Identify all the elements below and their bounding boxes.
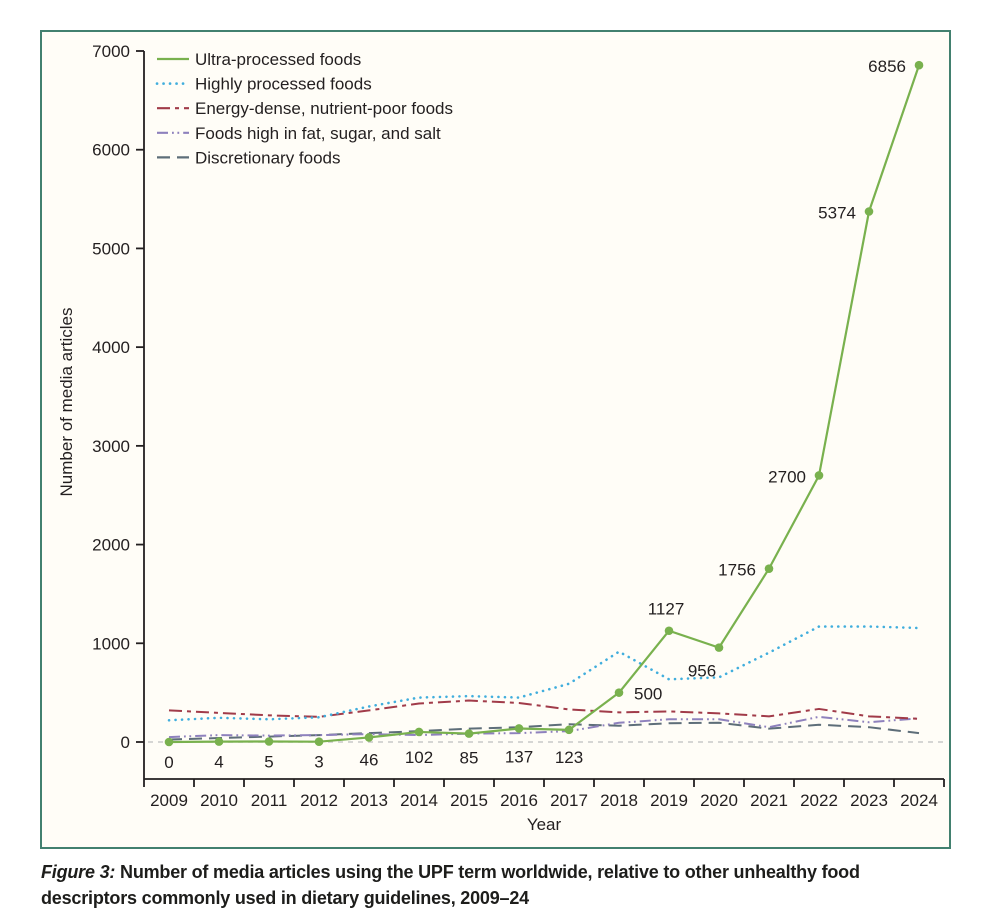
y-tick-label: 3000 xyxy=(92,437,130,456)
x-tick-label: 2016 xyxy=(500,791,538,810)
data-point-ultra-processed-foods xyxy=(264,737,274,746)
legend-item-energy-dense-nutrient-poor-foods: Energy-dense, nutrient-poor foods xyxy=(157,99,453,118)
value-label: 6856 xyxy=(868,57,906,76)
y-tick-label: 4000 xyxy=(92,338,130,357)
value-label: 5374 xyxy=(818,204,856,223)
value-label: 46 xyxy=(360,750,379,769)
x-tick-label: 2017 xyxy=(550,791,588,810)
legend-item-ultra-processed-foods: Ultra-processed foods xyxy=(157,50,361,69)
x-axis-title: Year xyxy=(527,815,562,834)
x-tick-label: 2020 xyxy=(700,791,738,810)
value-label: 4 xyxy=(214,753,223,772)
legend-label: Ultra-processed foods xyxy=(195,50,361,69)
series-line-highly-processed-foods xyxy=(167,625,921,722)
data-point-ultra-processed-foods xyxy=(514,724,524,733)
figure-caption-text: Number of media articles using the UPF t… xyxy=(41,862,860,908)
value-label: 0 xyxy=(164,753,173,772)
x-tick-label: 2010 xyxy=(200,791,238,810)
value-label: 2700 xyxy=(768,467,806,486)
legend-item-foods-high-in-fat-sugar-and-salt: Foods high in fat, sugar, and salt xyxy=(157,124,441,143)
x-tick-label: 2013 xyxy=(350,791,388,810)
x-tick-label: 2023 xyxy=(850,791,888,810)
value-label: 123 xyxy=(555,748,583,767)
data-point-ultra-processed-foods xyxy=(314,737,324,747)
data-point-ultra-processed-foods xyxy=(214,737,224,746)
series-line-ultra-processed-foods xyxy=(168,64,921,744)
y-tick-label: 6000 xyxy=(92,141,130,160)
data-point-ultra-processed-foods xyxy=(714,643,724,652)
y-tick-label: 7000 xyxy=(92,42,130,61)
y-tick-label: 5000 xyxy=(92,239,130,258)
data-point-ultra-processed-foods xyxy=(164,737,174,747)
x-tick-label: 2009 xyxy=(150,791,188,810)
x-tick-label: 2024 xyxy=(900,791,938,810)
legend-label: Foods high in fat, sugar, and salt xyxy=(195,124,441,143)
series-line-energy-dense-nutrient-poor-foods xyxy=(168,699,920,720)
x-tick-label: 2018 xyxy=(600,791,638,810)
value-label: 3 xyxy=(314,753,323,772)
value-label: 956 xyxy=(688,662,716,681)
value-label: 5 xyxy=(264,753,273,772)
x-tick-label: 2019 xyxy=(650,791,688,810)
legend-label: Discretionary foods xyxy=(195,148,341,167)
x-tick-label: 2022 xyxy=(800,791,838,810)
series-line-discretionary-foods xyxy=(168,721,920,741)
value-label: 1756 xyxy=(718,561,756,580)
value-label: 102 xyxy=(405,748,433,767)
data-point-ultra-processed-foods xyxy=(614,688,624,697)
data-point-ultra-processed-foods xyxy=(564,725,574,735)
legend-item-discretionary-foods: Discretionary foods xyxy=(157,148,341,167)
y-tick-label: 1000 xyxy=(92,634,130,653)
value-label: 137 xyxy=(505,747,533,766)
legend-label: Energy-dense, nutrient-poor foods xyxy=(195,99,453,118)
figure-caption-label: Figure 3: xyxy=(41,862,116,882)
value-label: 1127 xyxy=(648,600,685,619)
x-tick-label: 2012 xyxy=(300,791,338,810)
x-tick-label: 2011 xyxy=(251,791,288,810)
legend-label: Highly processed foods xyxy=(195,75,372,94)
data-point-ultra-processed-foods xyxy=(764,564,774,573)
x-tick-label: 2014 xyxy=(400,791,438,810)
data-point-ultra-processed-foods xyxy=(814,471,824,480)
figure-caption: Figure 3: Number of media articles using… xyxy=(41,859,921,911)
data-point-ultra-processed-foods xyxy=(664,626,674,636)
value-label: 85 xyxy=(460,749,479,768)
y-tick-label: 2000 xyxy=(92,536,130,555)
value-label: 500 xyxy=(634,685,662,704)
data-point-ultra-processed-foods xyxy=(464,729,474,738)
y-axis-title: Number of media articles xyxy=(57,308,76,497)
data-point-ultra-processed-foods xyxy=(914,60,924,70)
data-point-ultra-processed-foods xyxy=(364,733,374,742)
data-point-ultra-processed-foods xyxy=(414,727,424,737)
x-tick-label: 2015 xyxy=(450,791,488,810)
legend: Ultra-processed foods Highly processed fo… xyxy=(155,50,453,167)
x-tick-label: 2021 xyxy=(750,791,788,810)
series-line-foods-high-in-fat-sugar-and-salt xyxy=(168,715,920,739)
y-tick-label: 0 xyxy=(121,733,130,752)
data-point-ultra-processed-foods xyxy=(864,207,874,216)
legend-item-highly-processed-foods: Highly processed foods xyxy=(155,75,372,94)
figure-panel: 0 1000 2000 3000 4000 5000 6000 7000 2009 2010 201… xyxy=(40,30,951,849)
